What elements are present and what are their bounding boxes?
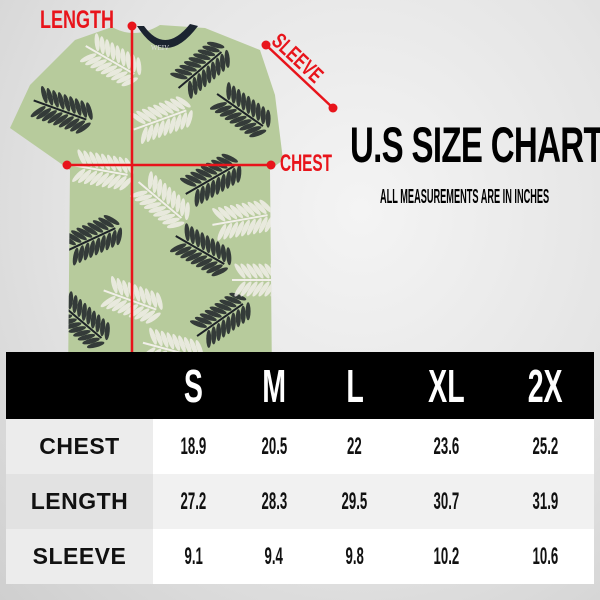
- size-header: L: [314, 352, 396, 419]
- leaf-print: [232, 263, 283, 297]
- leaf-print: [169, 223, 232, 277]
- table-cell: 25.2: [496, 419, 594, 474]
- svg-text:WEIV: WEIV: [151, 44, 169, 52]
- leaf-print: [60, 215, 123, 266]
- page-title: U.S SIZE CHART: [350, 117, 600, 173]
- table-cell: 18.9: [153, 419, 234, 474]
- leaf-print: [209, 82, 271, 138]
- leaf-print: [189, 292, 251, 348]
- table-cell: 23.6: [395, 419, 497, 474]
- leaf-print: [130, 171, 190, 229]
- chest-measure-line: [62, 160, 276, 170]
- table-cell: 10.6: [496, 529, 594, 584]
- size-header: M: [233, 352, 315, 419]
- leaf-print: [79, 33, 142, 87]
- table-cell: 31.9: [496, 474, 594, 529]
- subtitle: ALL MEASUREMENTS ARE IN INCHES: [380, 186, 550, 208]
- size-header: XL: [395, 352, 497, 419]
- table-cell: 28.3: [233, 474, 315, 529]
- leaf-print: [30, 85, 93, 134]
- table-cell: 20.5: [233, 419, 315, 474]
- length-label: LENGTH: [40, 6, 115, 34]
- size-table: S M L XL 2X CHEST 18.9 20.5 22 23.6 25.2…: [6, 352, 594, 584]
- size-header: 2X: [496, 352, 594, 419]
- table-cell: 29.5: [314, 474, 396, 529]
- table-row-chest: CHEST 18.9 20.5 22 23.6 25.2: [6, 419, 594, 474]
- table-cell: 9.1: [153, 529, 234, 584]
- table-cell: 9.8: [314, 529, 396, 584]
- table-row-length: LENGTH 27.2 28.3 29.5 30.7 31.9: [6, 474, 594, 529]
- row-label: LENGTH: [6, 474, 153, 529]
- table-cell: 9.4: [233, 529, 315, 584]
- leaf-print: [130, 96, 193, 145]
- table-row-sleeve: SLEEVE 9.1 9.4 9.8 10.2 10.6: [6, 529, 594, 584]
- row-label: CHEST: [6, 419, 153, 474]
- t-shirt-image: WEIV: [10, 21, 338, 383]
- size-header: S: [153, 352, 234, 419]
- table-cell: 30.7: [395, 474, 497, 529]
- table-cell: 10.2: [395, 529, 497, 584]
- table-cell: 27.2: [153, 474, 234, 529]
- chest-label: CHEST: [280, 150, 333, 177]
- row-label: SLEEVE: [6, 529, 153, 584]
- header-corner: [6, 352, 153, 419]
- table-cell: 22: [314, 419, 396, 474]
- size-header-row: S M L XL 2X: [6, 352, 594, 419]
- sleeve-measure-line: [261, 40, 338, 113]
- leaf-print: [212, 199, 274, 241]
- leaf-print: [170, 41, 230, 99]
